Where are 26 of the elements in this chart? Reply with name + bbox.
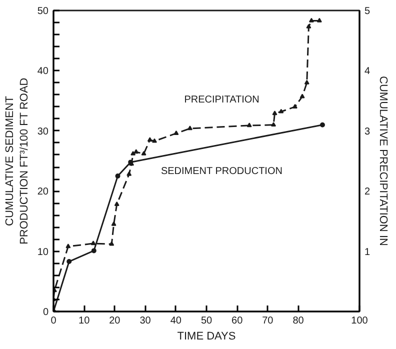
x-tick-label: 30 bbox=[140, 316, 152, 326]
y-tick-label: 40 bbox=[37, 66, 49, 78]
y2-tick-label: 5 bbox=[364, 6, 370, 17]
y-tick-label: 30 bbox=[37, 126, 49, 138]
x-tick-label: 80 bbox=[292, 316, 304, 326]
series-label: PRECIPITATION bbox=[184, 94, 260, 106]
y2-axis-title: CUMULATIVE PRECIPITATION IN bbox=[377, 76, 390, 246]
x-tick-label: 40 bbox=[170, 316, 182, 326]
x-tick-label: 10 bbox=[78, 316, 90, 326]
series-label: SEDIMENT PRODUCTION bbox=[160, 166, 282, 178]
y2-tick-label: 1 bbox=[364, 246, 370, 258]
x-tick-label: 0 bbox=[50, 316, 57, 326]
x-tick-label: 70 bbox=[262, 316, 274, 326]
y-tick-label: 0 bbox=[42, 307, 49, 318]
y2-tick-label: 2 bbox=[364, 186, 370, 198]
x-tick-label: 100 bbox=[351, 316, 368, 326]
y-axis-title: CUMULATIVE SEDIMENT PRODUCTION FT³/100 FT ROAD bbox=[4, 78, 30, 244]
x-tick-label: 60 bbox=[232, 316, 244, 326]
y-tick-label: 10 bbox=[37, 246, 49, 258]
x-tick-label: 50 bbox=[200, 316, 212, 326]
y-tick-label: 20 bbox=[37, 186, 49, 198]
y2-tick-label: 3 bbox=[364, 126, 370, 138]
x-axis-title: TIME DAYS bbox=[177, 330, 236, 342]
x-tick-label: 20 bbox=[109, 316, 121, 326]
y-tick-label: 50 bbox=[37, 6, 49, 17]
y2-tick-label: 4 bbox=[364, 66, 370, 78]
